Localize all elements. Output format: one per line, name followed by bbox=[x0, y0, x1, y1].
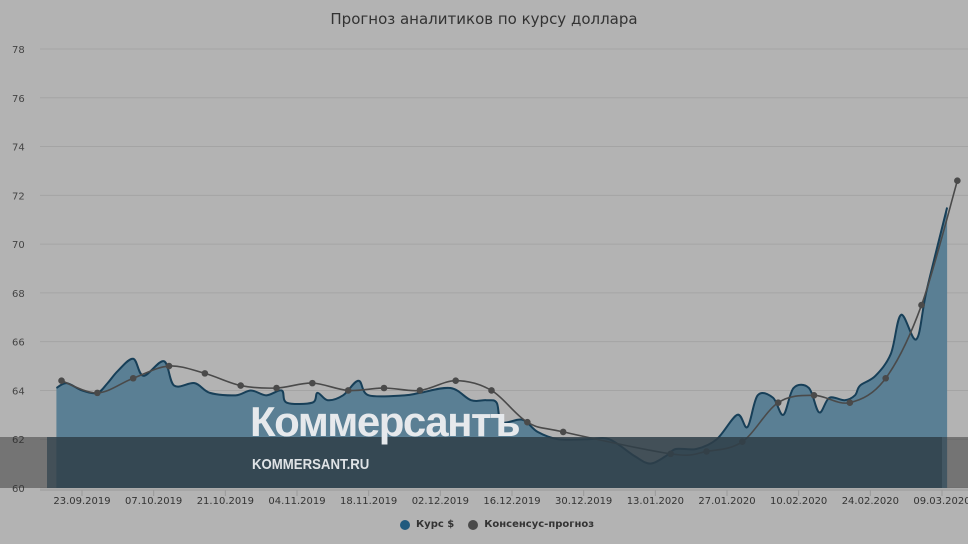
x-tick-label: 04.11.2019 bbox=[268, 496, 325, 507]
consensus-point[interactable] bbox=[524, 418, 531, 426]
legend-marker-consensus-icon bbox=[468, 519, 479, 530]
x-tick-label: 21.10.2019 bbox=[197, 496, 254, 507]
watermark-site: KOMMERSANT.RU bbox=[252, 456, 370, 473]
x-tick-label: 13.01.2020 bbox=[627, 496, 684, 507]
watermark-logo: Коммерсантъ bbox=[250, 398, 521, 445]
x-tick-label: 24.02.2020 bbox=[842, 496, 899, 507]
watermark-banner-inner bbox=[47, 437, 942, 488]
consensus-point[interactable] bbox=[559, 428, 567, 436]
y-tick-label: 76 bbox=[12, 94, 25, 105]
y-tick-label: 62 bbox=[12, 435, 25, 446]
x-tick-label: 23.09.2019 bbox=[53, 496, 110, 507]
legend-marker-rate-icon bbox=[400, 519, 410, 530]
consensus-point[interactable] bbox=[58, 377, 65, 384]
consensus-point[interactable] bbox=[309, 379, 316, 387]
y-tick-label: 66 bbox=[12, 338, 25, 349]
consensus-point[interactable] bbox=[918, 301, 925, 309]
consensus-point[interactable] bbox=[129, 374, 137, 382]
x-tick-label: 16.12.2019 bbox=[483, 496, 540, 507]
x-tick-label: 30.12.2019 bbox=[555, 496, 612, 507]
y-tick-label: 70 bbox=[12, 240, 25, 251]
x-tick-label: 27.01.2020 bbox=[698, 496, 755, 507]
consensus-point[interactable] bbox=[94, 389, 101, 397]
x-tick-label: 02.12.2019 bbox=[412, 496, 469, 507]
legend-label-rate: Курс $ bbox=[416, 519, 455, 530]
y-tick-label: 74 bbox=[12, 143, 25, 154]
consensus-point[interactable] bbox=[201, 370, 209, 377]
consensus-point[interactable] bbox=[273, 384, 280, 392]
consensus-point[interactable] bbox=[846, 399, 854, 406]
consensus-point[interactable] bbox=[344, 387, 352, 394]
consensus-point[interactable] bbox=[954, 177, 961, 184]
x-tick-label: 18.11.2019 bbox=[340, 496, 397, 507]
x-tick-label: 09.03.2020 bbox=[913, 496, 968, 507]
consensus-point[interactable] bbox=[774, 399, 782, 406]
legend-item-rate[interactable]: Курс $ bbox=[400, 519, 454, 530]
consensus-point[interactable] bbox=[380, 384, 388, 392]
y-tick-label: 72 bbox=[12, 191, 25, 202]
consensus-point[interactable] bbox=[882, 374, 889, 382]
consensus-point[interactable] bbox=[810, 392, 818, 399]
rate-area bbox=[56, 207, 948, 488]
consensus-point[interactable] bbox=[237, 382, 244, 389]
y-tick-label: 64 bbox=[12, 386, 25, 397]
y-tick-label: 78 bbox=[12, 45, 25, 56]
consensus-point[interactable] bbox=[165, 362, 173, 370]
rate-line bbox=[55, 207, 949, 465]
legend-item-consensus[interactable]: Консенсус-прогноз bbox=[468, 519, 594, 530]
x-tick-label: 07.10.2019 bbox=[125, 496, 182, 507]
y-tick-label: 68 bbox=[12, 289, 25, 300]
x-tick-label: 10.02.2020 bbox=[770, 496, 827, 507]
consensus-point[interactable] bbox=[416, 387, 424, 394]
consensus-point[interactable] bbox=[488, 387, 495, 394]
legend-label-consensus: Консенсус-прогноз bbox=[484, 519, 595, 530]
consensus-point[interactable] bbox=[452, 377, 459, 384]
y-tick-label: 60 bbox=[12, 484, 25, 495]
chart-legend: Курс $ Консенсус-прогноз bbox=[400, 519, 594, 530]
chart-title: Прогноз аналитиков по курсу доллара bbox=[330, 10, 638, 28]
